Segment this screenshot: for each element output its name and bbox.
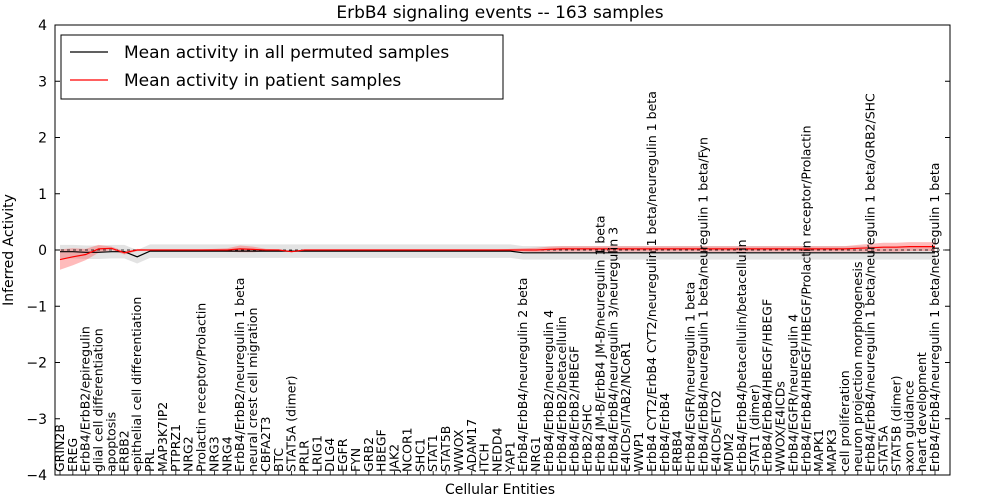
category-label: YAP1	[502, 441, 517, 473]
category-label: ErbB2/SHC	[580, 404, 595, 472]
category-label: cell proliferation	[837, 370, 852, 472]
category-label: WWOX	[451, 429, 466, 472]
category-label: apoptosis	[104, 412, 119, 472]
category-label: ErbB4/ErbB4	[657, 393, 672, 472]
legend-box	[60, 34, 504, 100]
category-label: WWOX/E4ICDs	[773, 381, 788, 472]
category-label: axon guidance	[901, 380, 916, 472]
category-label: ErbB4 JM-B/ErbB4 JM-B/neuregulin 1 beta	[592, 215, 607, 472]
category-label: GRB2	[361, 437, 376, 472]
category-label: STAT5B (dimer)	[888, 376, 903, 472]
category-label: ErbB4/ErbB4/neuregulin 1 beta/neuregulin…	[863, 93, 878, 472]
category-label: NRG4	[219, 436, 234, 472]
category-label: HBEGF	[374, 429, 389, 472]
category-label: ErbB4/EGFR/neuregulin 4	[786, 314, 801, 472]
category-label: ERBB2	[116, 430, 131, 472]
category-label: PRLR	[297, 440, 312, 472]
y-tick-label: 4	[38, 18, 47, 34]
category-label: ErbB4/ErbB2/betacellulin	[554, 316, 569, 472]
category-label: DLG4	[322, 438, 337, 472]
category-label: MAPK1	[811, 429, 826, 472]
series-line-1	[60, 250, 935, 258]
series-line-2	[59, 246, 935, 261]
category-label: SHC1	[412, 438, 427, 472]
y-tick-label: −1	[26, 299, 47, 315]
category-label: ITCH	[477, 443, 492, 472]
category-label: EGFR	[335, 438, 350, 472]
category-label: STAT5A (dimer)	[284, 376, 299, 472]
category-label: epithelial cell differentiation	[129, 297, 144, 472]
category-label: ADAM17	[464, 419, 479, 472]
series-lines	[59, 246, 935, 261]
category-label: Prolactin receptor/Prolactin	[194, 303, 209, 472]
y-axis-label: Inferred Activity	[1, 194, 17, 306]
category-label: glial cell differentiation	[91, 328, 106, 472]
legend-label-permuted: Mean activity in all permuted samples	[124, 43, 449, 63]
category-label: ErbB4/ErbB2/epiregulin	[78, 326, 93, 472]
y-tick-label: −2	[26, 356, 47, 372]
chart-title: ErbB4 signaling events -- 163 samples	[336, 3, 663, 23]
category-label: NRG3	[206, 436, 221, 472]
category-label: MAP3K7IP2	[155, 402, 170, 472]
category-label: NRG2	[181, 436, 196, 472]
category-label: ERBB4	[670, 430, 685, 472]
category-label: BTC	[271, 448, 286, 472]
category-label: MAPK3	[824, 429, 839, 472]
category-label: ErbB4/EGFR/neuregulin 1 beta	[683, 282, 698, 472]
category-label: ErbB4/ErbB2/neuregulin 1 beta	[232, 278, 247, 472]
plot-frame	[54, 24, 951, 476]
category-label: ErbB4/ErbB4/neuregulin 1 beta/neuregulin…	[927, 163, 942, 472]
category-label: neural crest cell migration	[245, 308, 260, 472]
y-tick-label: 1	[38, 187, 47, 203]
y-tick-label: −4	[26, 468, 47, 484]
category-label: NCOR1	[399, 427, 414, 472]
category-label: CBFA2T3	[258, 417, 273, 472]
category-label: WWP1	[631, 432, 646, 472]
category-label: neuron projection morphogenesis	[850, 261, 865, 472]
category-label: ErbB4/ErbB4/neuregulin 3/neuregulin 3	[605, 227, 620, 472]
category-label: ErbB4/ErbB2/HBEGF	[567, 346, 582, 472]
category-label: GRIN2B	[52, 424, 67, 472]
category-label: ErbB4/ErbB4/HBEGF/HBEGF	[760, 299, 775, 472]
category-label: MDM2	[721, 433, 736, 472]
category-label: STAT5A	[876, 425, 891, 472]
x-axis-label: Cellular Entities	[445, 482, 555, 498]
category-label: EREG	[65, 438, 80, 472]
y-axis-ticks: −4 −3 −2 −1 0 1 2 3 4	[26, 18, 950, 484]
category-label: FYN	[348, 448, 363, 472]
legend-label-patient: Mean activity in patient samples	[124, 71, 401, 91]
category-label: JAK2	[387, 444, 402, 473]
category-label: ErbB4/ErbB4/HBEGF/HBEGF/Prolactin recept…	[798, 125, 813, 472]
legend: Mean activity in all permuted samples Me…	[60, 34, 504, 100]
category-label: PRL	[142, 449, 157, 472]
category-label: STAT1	[425, 434, 440, 472]
category-label: ErbB4/ErbB4/neuregulin 1 beta/neuregulin…	[695, 137, 710, 472]
category-label: heart development	[914, 352, 929, 472]
category-label: STAT1 (dimer)	[747, 384, 762, 472]
category-label: NRG1	[528, 436, 543, 472]
category-label: ErbB4/ErbB4/neuregulin 2 beta	[515, 278, 530, 472]
category-label: NEDD4	[490, 428, 505, 472]
category-label: STAT5B	[438, 426, 453, 472]
y-tick-label: 3	[38, 74, 47, 90]
category-label: ErbB4/ErbB4/betacellulin/betacellulin	[734, 239, 749, 472]
category-label: PTPRZ1	[168, 424, 183, 472]
category-label: LRIG1	[309, 435, 324, 472]
y-tick-label: −3	[26, 412, 47, 428]
y-tick-label: 0	[38, 243, 47, 259]
category-label: E4ICDs/ITAB2/NCoR1	[618, 341, 633, 472]
y-tick-label: 2	[38, 131, 47, 147]
category-label: ErbB4 CYT2/ErbB4 CYT2/neuregulin 1 beta/…	[644, 91, 659, 472]
category-label: ErbB4/ErbB2/neuregulin 4	[541, 310, 556, 472]
category-label: E4ICDs/ETO2	[708, 390, 723, 472]
